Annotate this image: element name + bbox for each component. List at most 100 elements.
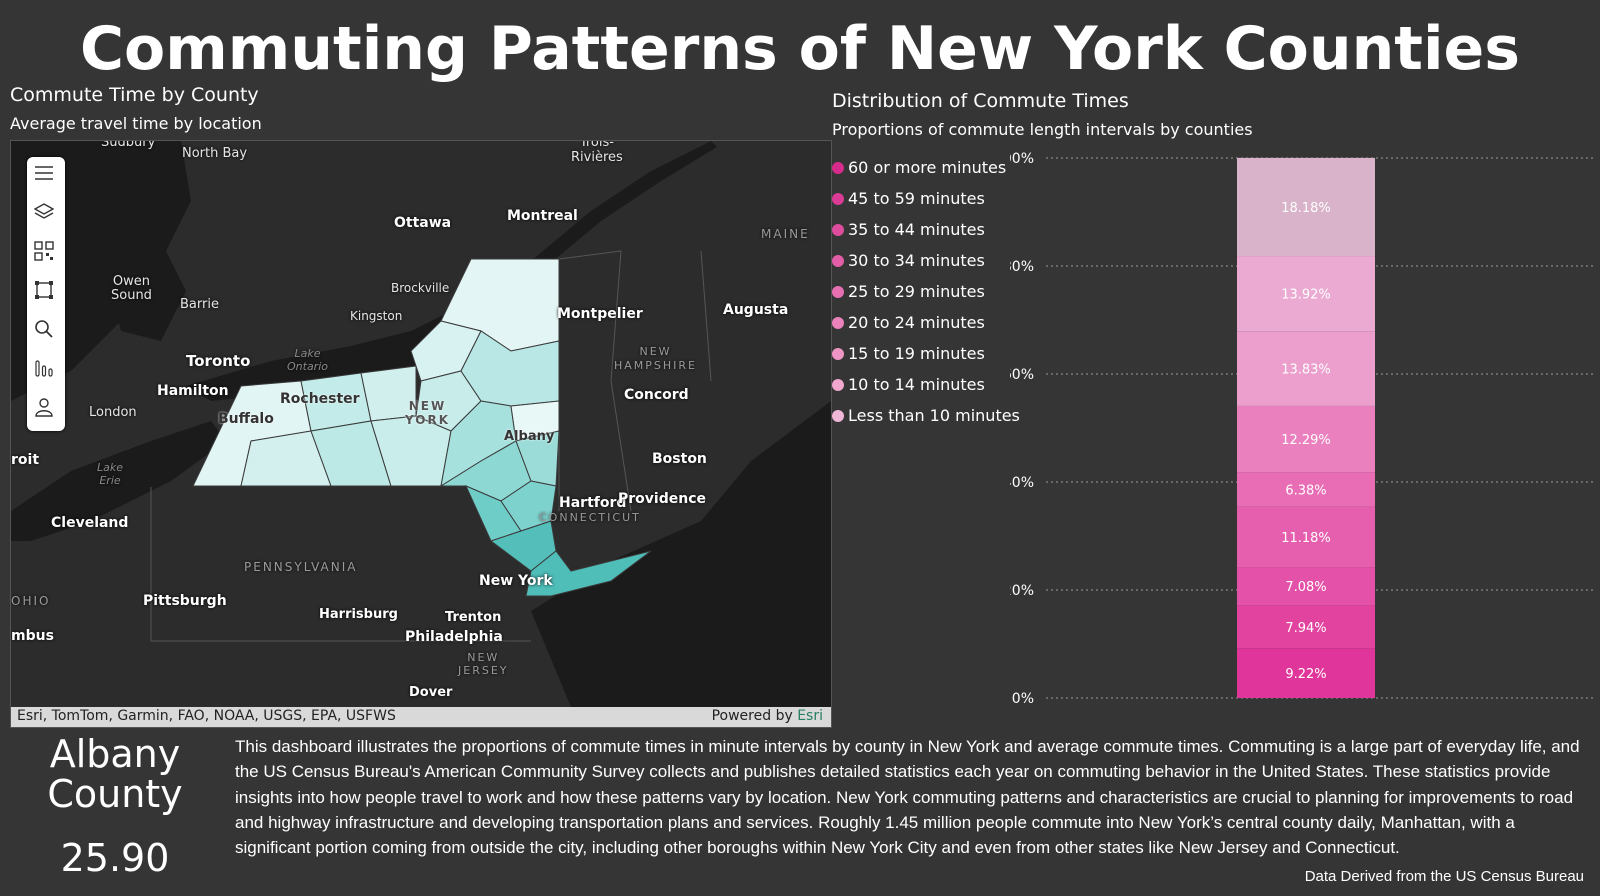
map-label-augusta: Augusta: [723, 302, 789, 318]
county-polygon: [525, 550, 652, 597]
legend-dot-icon: [832, 254, 844, 267]
map-label-concord: Concord: [624, 387, 689, 403]
bar-data-label: 13.83%: [1281, 363, 1331, 378]
map-title: Commute Time by County: [10, 84, 259, 106]
chart-legend: 60 or more minutes 45 to 59 minutes 35 to …: [832, 152, 1022, 431]
legend-item[interactable]: 30 to 34 minutes: [832, 245, 1022, 276]
map-label-new-hampshire: NEW HAMPSHIRE: [614, 345, 698, 372]
bar-segment[interactable]: [1237, 256, 1375, 332]
map-label-providence: Providence: [618, 491, 706, 507]
legend-dot-icon: [832, 378, 844, 391]
county-name-line1: Albany: [49, 732, 181, 776]
bar-segment[interactable]: [1237, 331, 1375, 406]
powered-by: Powered by Esri: [712, 708, 823, 724]
legend-dot-icon: [832, 347, 844, 360]
bar-segment[interactable]: [1237, 605, 1375, 649]
bar-segment[interactable]: [1237, 567, 1375, 606]
lake-ontario: [186, 331, 431, 401]
map-label-trois-rivieres: Trois- Rivières: [571, 140, 623, 165]
map-label-maine: MAINE: [761, 227, 810, 241]
average-commute-value: 25.90: [60, 836, 170, 880]
map-label-toronto: Toronto: [186, 352, 251, 370]
map-label-montpelier: Montpelier: [557, 306, 643, 322]
map-label-cleveland: Cleveland: [51, 515, 129, 531]
legend-item[interactable]: 45 to 59 minutes: [832, 183, 1022, 214]
map-label-barrie: Barrie: [180, 297, 219, 312]
bar-segment[interactable]: [1237, 472, 1375, 507]
esri-link[interactable]: Esri: [797, 708, 823, 724]
map-label-sudbury: Sudbury: [101, 140, 156, 150]
chart-title: Distribution of Commute Times: [832, 90, 1129, 112]
legend-dot-icon: [832, 223, 844, 236]
lake-erie: [11, 421, 226, 541]
map-label-dover: Dover: [409, 685, 453, 700]
dashboard-title: Commuting Patterns of New York Counties: [80, 14, 1520, 84]
map-label-buffalo: Buffalo: [218, 411, 274, 427]
map-label-owen-sound: Owen Sound: [111, 274, 152, 303]
selected-county-name: Albany County: [10, 734, 220, 814]
legend-item[interactable]: 10 to 14 minutes: [832, 369, 1022, 400]
legend-dot-icon: [832, 409, 844, 422]
legend-label: Less than 10 minutes: [848, 406, 1020, 425]
legend-label: 20 to 24 minutes: [848, 313, 985, 332]
commute-time-map[interactable]: Sudbury North Bay Trois- Rivières Ottawa…: [10, 140, 832, 728]
search-icon[interactable]: [34, 319, 58, 343]
y-tick-label: 20%: [1010, 583, 1034, 599]
legend-item[interactable]: Less than 10 minutes: [832, 400, 1022, 431]
layers-icon[interactable]: [34, 202, 58, 226]
pa-border: [150, 487, 531, 642]
map-label-new-york-city: New York: [479, 573, 553, 589]
legend-item[interactable]: 35 to 44 minutes: [832, 214, 1022, 245]
rectangle-select-icon[interactable]: [34, 280, 58, 304]
bar-segment[interactable]: [1237, 506, 1375, 568]
map-label-trenton: Trenton: [445, 610, 502, 625]
legend-label: 45 to 59 minutes: [848, 189, 985, 208]
legend-label: 25 to 29 minutes: [848, 282, 985, 301]
bar-data-label: 13.92%: [1281, 288, 1331, 303]
map-label-albany: Albany: [504, 429, 555, 444]
map-label-london: London: [89, 405, 137, 420]
legend-label: 60 or more minutes: [848, 158, 1007, 177]
user-icon[interactable]: [34, 397, 58, 421]
legend-item[interactable]: 25 to 29 minutes: [832, 276, 1022, 307]
bar-segment[interactable]: [1237, 405, 1375, 473]
map-label-kingston: Kingston: [350, 309, 403, 323]
qr-select-icon[interactable]: [34, 241, 58, 265]
map-label-hamilton: Hamilton: [157, 383, 229, 399]
bar-data-label: 18.18%: [1281, 201, 1331, 216]
map-label-boston: Boston: [652, 451, 707, 467]
map-label-hartford: Hartford: [559, 495, 627, 511]
y-tick-label: 40%: [1010, 475, 1034, 491]
y-tick-label: 80%: [1010, 259, 1034, 275]
legend-item[interactable]: 60 or more minutes: [832, 152, 1022, 183]
map-label-ottawa: Ottawa: [394, 215, 452, 231]
attribution-text: Esri, TomTom, Garmin, FAO, NOAA, USGS, E…: [17, 708, 396, 724]
map-toolbar: [27, 157, 65, 431]
legend-label: 30 to 34 minutes: [848, 251, 985, 270]
legend-dot-icon: [832, 161, 844, 174]
legend-item[interactable]: 20 to 24 minutes: [832, 307, 1022, 338]
bar-data-label: 6.38%: [1285, 484, 1326, 499]
map-label-philadelphia: Philadelphia: [405, 629, 503, 645]
legend-item[interactable]: 15 to 19 minutes: [832, 338, 1022, 369]
bar-segment[interactable]: [1237, 157, 1375, 257]
legend-dot-icon: [832, 285, 844, 298]
map-label-pennsylvania: PENNSYLVANIA: [244, 560, 358, 574]
map-canvas[interactable]: [11, 141, 831, 707]
menu-icon[interactable]: [34, 163, 58, 187]
chart-icon[interactable]: [34, 358, 58, 382]
legend-label: 35 to 44 minutes: [848, 220, 985, 239]
map-label-lake-ontario: Lake Ontario: [287, 347, 328, 373]
map-label-harrisburg: Harrisburg: [319, 607, 398, 622]
bar-segment[interactable]: [1237, 648, 1375, 698]
map-label-lake-erie: Lake Erie: [97, 461, 124, 487]
map-label-columbus: mbus: [11, 628, 54, 644]
map-label-rochester: Rochester: [280, 391, 360, 407]
dashboard-description: This dashboard illustrates the proportio…: [235, 737, 1580, 858]
map-label-montreal: Montreal: [507, 208, 578, 224]
map-label-connecticut: CONNECTICUT: [539, 511, 641, 524]
map-attribution: Esri, TomTom, Garmin, FAO, NOAA, USGS, E…: [11, 707, 831, 727]
map-label-pittsburgh: Pittsburgh: [143, 593, 227, 609]
bar-data-label: 12.29%: [1281, 433, 1331, 448]
data-source-footer: Data Derived from the US Census Bureau: [1304, 868, 1584, 885]
